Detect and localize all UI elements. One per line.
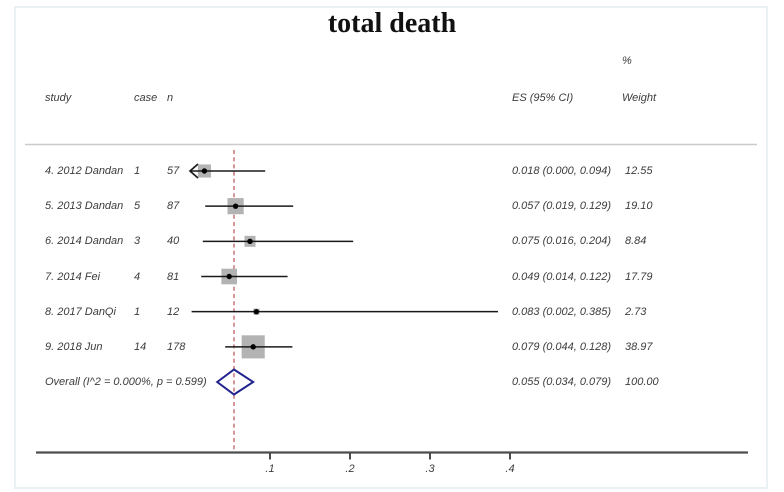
study-label: 5. 2013 Dandan — [45, 200, 124, 213]
es-ci-value: 0.083 (0.002, 0.385) — [512, 305, 612, 318]
case-value: 1 — [134, 165, 141, 177]
column-header-n: n — [167, 92, 174, 104]
n-value: 57 — [167, 165, 180, 177]
column-header-weight: Weight — [622, 92, 657, 104]
case-value: 14 — [134, 340, 147, 353]
es-ci-value: 0.018 (0.000, 0.094) — [512, 165, 612, 177]
n-value: 81 — [167, 270, 180, 283]
point-estimate-dot — [226, 273, 232, 280]
study-label: 6. 2014 Dandan — [45, 235, 124, 248]
n-value: 40 — [167, 235, 180, 248]
study-label: 9. 2018 Jun — [45, 340, 103, 353]
point-estimate-dot — [201, 168, 208, 174]
weight-value: 12.55 — [625, 165, 653, 177]
weight-value: 19.10 — [625, 200, 653, 213]
case-value: 3 — [134, 235, 141, 248]
es-ci-value: 0.075 (0.016, 0.204) — [512, 235, 612, 248]
column-header-es-ci: ES (95% CI) — [512, 92, 574, 104]
study-label: 8. 2017 DanQi — [45, 305, 116, 318]
overall-diamond — [215, 368, 256, 396]
point-estimate-dot — [232, 203, 239, 209]
x-axis-tick-label: .2 — [345, 462, 355, 475]
ci-clipped-left-arrow — [188, 163, 199, 179]
weight-value: 8.84 — [625, 235, 647, 248]
n-value: 87 — [167, 200, 180, 213]
x-axis-tick-label: .3 — [425, 462, 435, 475]
study-label: 4. 2012 Dandan — [45, 165, 124, 177]
column-header-case: case — [134, 92, 158, 104]
weight-value: 17.79 — [625, 270, 653, 283]
weight-value: 2.73 — [625, 305, 647, 318]
x-axis-tick-label: .4 — [505, 462, 515, 475]
x-axis-tick-label: .1 — [265, 462, 275, 475]
es-ci-value: 0.057 (0.019, 0.129) — [512, 200, 612, 213]
column-header-study: study — [45, 92, 72, 104]
column-header-percent: % — [622, 55, 632, 67]
chart-title: total death — [327, 8, 457, 39]
point-estimate-dot — [247, 238, 253, 245]
overall-label: Overall (I^2 = 0.000%, p = 0.599) — [45, 376, 207, 388]
n-value: 178 — [167, 340, 186, 353]
es-ci-value: 0.079 (0.044, 0.128) — [512, 340, 612, 353]
study-label: 7. 2014 Fei — [45, 270, 101, 283]
weight-value: 38.97 — [625, 340, 653, 353]
overall-es-ci: 0.055 (0.034, 0.079) — [512, 376, 612, 388]
n-value: 12 — [167, 305, 180, 318]
es-ci-value: 0.049 (0.014, 0.122) — [512, 270, 612, 283]
case-value: 1 — [134, 305, 141, 318]
point-estimate-dot — [253, 308, 260, 315]
overall-weight: 100.00 — [625, 376, 659, 388]
point-estimate-dot — [250, 344, 256, 350]
case-value: 5 — [134, 200, 141, 213]
case-value: 4 — [134, 270, 141, 283]
